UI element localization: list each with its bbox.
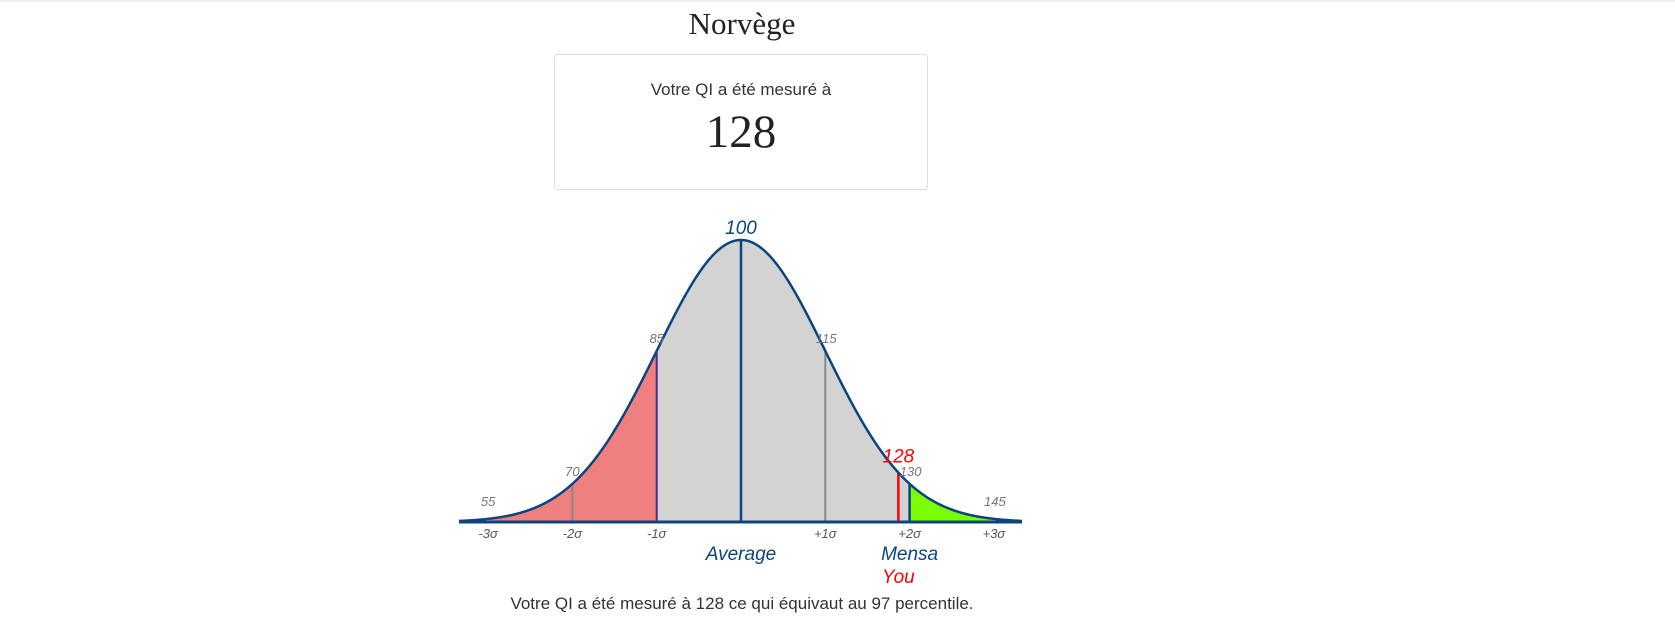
value-tick-label: 145 bbox=[984, 494, 1006, 509]
value-tick-label: 115 bbox=[816, 331, 837, 346]
value-tick-label: 85 bbox=[649, 331, 664, 346]
sigma-tick-label: +3σ bbox=[983, 526, 1007, 541]
result-label: Votre QI a été mesuré à bbox=[650, 80, 832, 99]
marker-label-average: Average bbox=[705, 544, 776, 565]
bell-curve bbox=[458, 238, 1023, 523]
you-label: You bbox=[882, 567, 915, 588]
marker-label-mensa: Mensa bbox=[881, 544, 938, 565]
page-title: Norvège bbox=[688, 6, 796, 41]
sigma-tick-label: -3σ bbox=[478, 526, 499, 541]
sigma-tick-label: -2σ bbox=[563, 526, 584, 541]
result-card: Votre QI a été mesuré à 128 bbox=[554, 54, 928, 190]
value-tick-label: 130 bbox=[900, 464, 922, 479]
result-value: 128 bbox=[705, 106, 777, 158]
region-2 bbox=[909, 483, 994, 522]
value-tick-label: 70 bbox=[565, 464, 580, 479]
sigma-tick-label: +1σ bbox=[814, 526, 838, 541]
region-0 bbox=[488, 350, 657, 522]
value-tick-label: 55 bbox=[481, 494, 496, 509]
sigma-tick-label: -1σ bbox=[647, 526, 668, 541]
you-value-label: 128 bbox=[883, 447, 915, 468]
result-summary: Votre QI a été mesuré à 128 ce qui équiv… bbox=[510, 594, 974, 613]
top-divider bbox=[0, 0, 1675, 2]
region-1 bbox=[656, 240, 910, 523]
sigma-tick-label: +2σ bbox=[898, 526, 922, 541]
mean-value-label: 100 bbox=[725, 218, 757, 239]
